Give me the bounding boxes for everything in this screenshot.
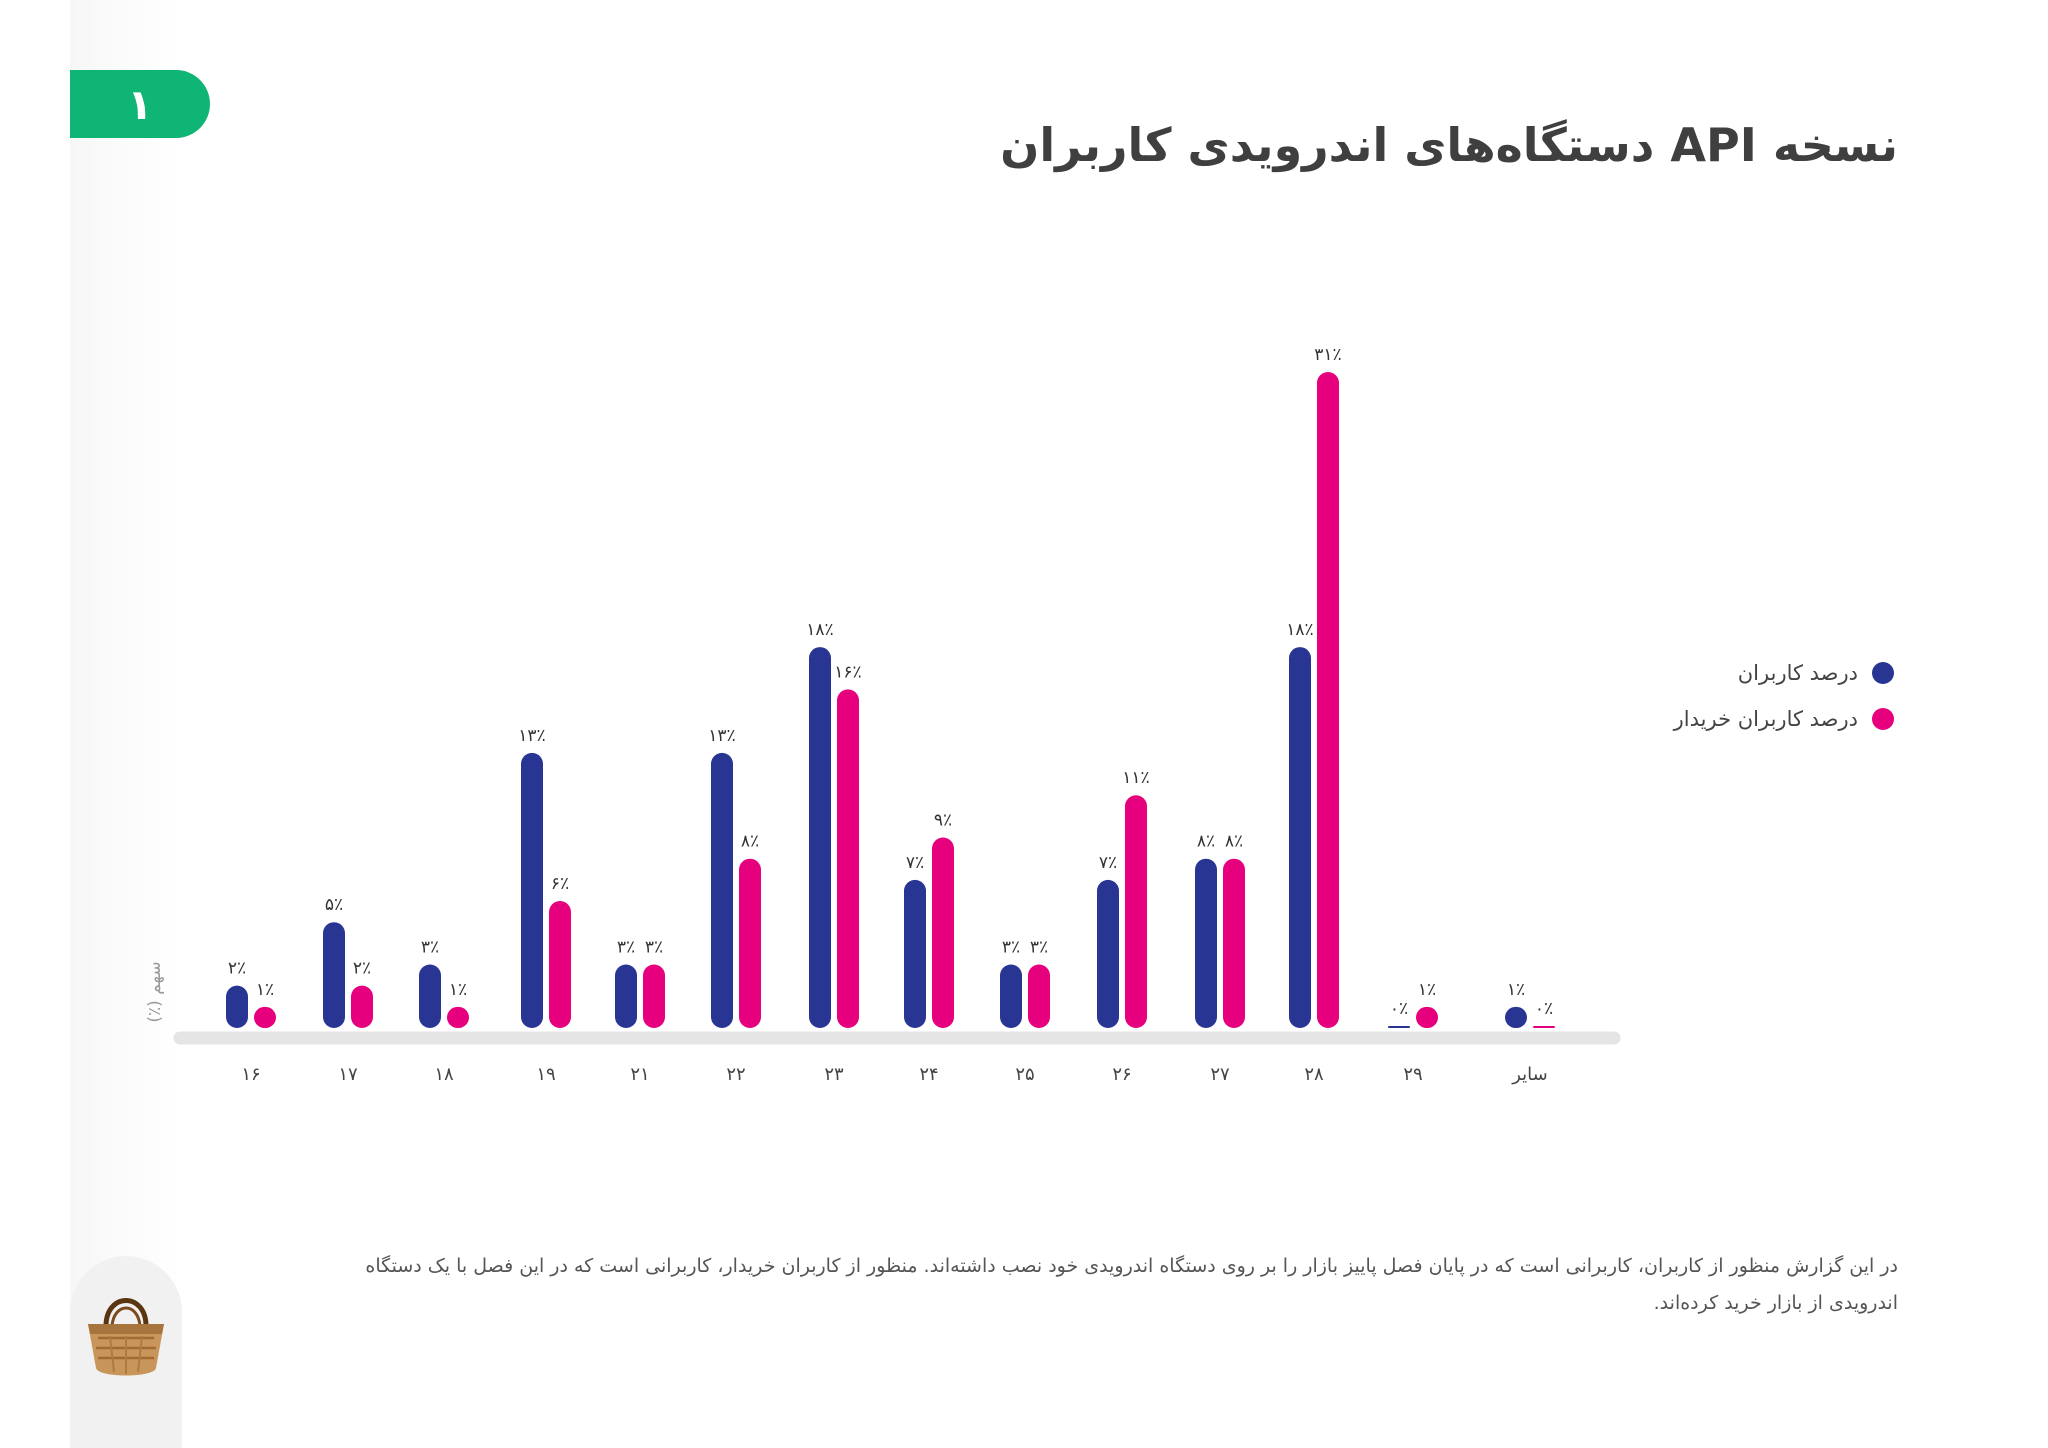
page-title: نسخه API دستگاه‌های اندرویدی کاربران: [1000, 118, 1898, 172]
data-label-users-5: ۱۳٪: [708, 726, 735, 746]
x-tick-label-5: ۲۲: [726, 1064, 745, 1085]
bar-buyers-12: [1416, 1006, 1438, 1028]
bar-buyers-9: [1125, 795, 1147, 1028]
x-tick-label-3: ۱۹: [536, 1064, 555, 1085]
legend-dot-users: [1872, 662, 1894, 684]
data-label-users-3: ۱۳٪: [518, 726, 545, 746]
bar-buyers-4: [643, 964, 665, 1028]
data-label-buyers-9: ۱۱٪: [1122, 768, 1149, 788]
data-label-buyers-1: ۲٪: [353, 959, 371, 979]
bar-users-6: [809, 647, 831, 1028]
data-label-users-12: ۰٪: [1390, 999, 1408, 1019]
data-label-buyers-7: ۹٪: [934, 811, 952, 831]
data-label-buyers-3: ۶٪: [551, 874, 569, 894]
x-tick-label-13: سایر: [1511, 1064, 1548, 1085]
chart-ticks: ۱۶ ۱۷ ۱۸ ۱۹ ۲۱ ۲۲ ۲۳ ۲۴ ۲۵ ۲۶ ۲۷ ۲۸ ۲۹ سایر: [241, 1064, 1547, 1085]
bar-users-3: [521, 752, 543, 1028]
x-tick-label-1: ۱۷: [338, 1064, 358, 1085]
bar-buyers-13: [1533, 1026, 1555, 1028]
data-label-buyers-6: ۱۶٪: [834, 662, 861, 682]
bar-users-11: [1289, 647, 1311, 1028]
bar-buyers-0: [254, 1006, 276, 1028]
chart-labels: ۲٪ ۱٪ ۵٪ ۲٪ ۳٪ ۱٪ ۱۳٪ ۶٪ ۳٪ ۳٪ ۱۳٪ ۸٪ ۱۸٪ ۱۶٪ ۷٪ ۹٪ ۳٪ ۳٪…: [228, 345, 1553, 1019]
data-label-buyers-0: ۱٪: [256, 980, 274, 1000]
x-tick-label-7: ۲۴: [919, 1064, 938, 1085]
data-label-users-7: ۷٪: [906, 853, 924, 873]
chart-bars: [226, 372, 1555, 1028]
x-tick-label-2: ۱۸: [434, 1064, 454, 1085]
bar-buyers-2: [447, 1006, 469, 1028]
data-label-users-10: ۸٪: [1197, 832, 1215, 852]
x-tick-label-0: ۱۶: [241, 1064, 260, 1085]
data-label-users-8: ۳٪: [1002, 938, 1020, 958]
bar-buyers-5: [739, 858, 761, 1028]
logo-tab: [70, 1256, 182, 1448]
bar-users-1: [323, 922, 345, 1028]
data-label-buyers-5: ۸٪: [741, 832, 759, 852]
data-label-users-6: ۱۸٪: [806, 620, 833, 640]
bar-users-9: [1097, 879, 1119, 1028]
bar-users-12: [1388, 1026, 1410, 1028]
data-label-users-11: ۱۸٪: [1286, 620, 1313, 640]
x-tick-label-9: ۲۶: [1112, 1064, 1131, 1085]
bar-users-7: [904, 879, 926, 1028]
data-label-users-9: ۷٪: [1099, 853, 1117, 873]
data-label-users-1: ۵٪: [325, 895, 343, 915]
x-tick-label-10: ۲۷: [1210, 1064, 1230, 1085]
legend-label-buyers: درصد کاربران خریدار: [1673, 707, 1858, 731]
x-tick-label-6: ۲۳: [824, 1064, 844, 1085]
page-number: ۱: [127, 79, 153, 129]
legend-item-users[interactable]: درصد کاربران: [1674, 650, 1894, 696]
page-number-tab: ۱: [70, 70, 210, 138]
footnote-text: در این گزارش منظور از کاربران، کاربرانی …: [365, 1255, 1898, 1314]
bar-buyers-10: [1223, 858, 1245, 1028]
chart-legend: درصد کاربران درصد کاربران خریدار: [1674, 650, 1894, 742]
bar-buyers-1: [351, 985, 373, 1028]
x-tick-label-11: ۲۸: [1304, 1064, 1324, 1085]
legend-item-buyers[interactable]: درصد کاربران خریدار: [1674, 696, 1894, 742]
left-side-strip: [70, 0, 182, 1448]
data-label-buyers-4: ۳٪: [645, 938, 663, 958]
x-tick-label-12: ۲۹: [1403, 1064, 1422, 1085]
data-label-buyers-2: ۱٪: [449, 980, 467, 1000]
data-label-buyers-8: ۳٪: [1030, 938, 1048, 958]
legend-dot-buyers: [1872, 708, 1894, 730]
basket-icon: [88, 1298, 164, 1376]
data-label-buyers-10: ۸٪: [1225, 832, 1243, 852]
bar-users-8: [1000, 964, 1022, 1028]
bar-buyers-3: [549, 901, 571, 1028]
data-label-users-13: ۱٪: [1507, 980, 1525, 1000]
bar-users-2: [419, 964, 441, 1028]
bar-buyers-6: [837, 689, 859, 1028]
bar-users-10: [1195, 858, 1217, 1028]
x-tick-label-4: ۲۱: [630, 1064, 649, 1085]
data-label-buyers-12: ۱٪: [1418, 980, 1436, 1000]
bar-users-4: [615, 964, 637, 1028]
bar-users-13: [1505, 1006, 1527, 1028]
data-label-buyers-13: ۰٪: [1535, 999, 1553, 1019]
x-tick-label-8: ۲۵: [1015, 1064, 1034, 1085]
data-label-users-4: ۳٪: [617, 938, 635, 958]
bar-buyers-8: [1028, 964, 1050, 1028]
bar-users-5: [711, 752, 733, 1028]
data-label-users-2: ۳٪: [421, 938, 439, 958]
bar-buyers-11: [1317, 372, 1339, 1028]
legend-label-users: درصد کاربران: [1737, 661, 1858, 685]
y-axis-label: سهم (٪): [145, 961, 165, 1022]
data-label-buyers-11: ۳۱٪: [1314, 345, 1341, 365]
bar-users-0: [226, 985, 248, 1028]
data-label-users-0: ۲٪: [228, 959, 246, 979]
bar-buyers-7: [932, 837, 954, 1028]
